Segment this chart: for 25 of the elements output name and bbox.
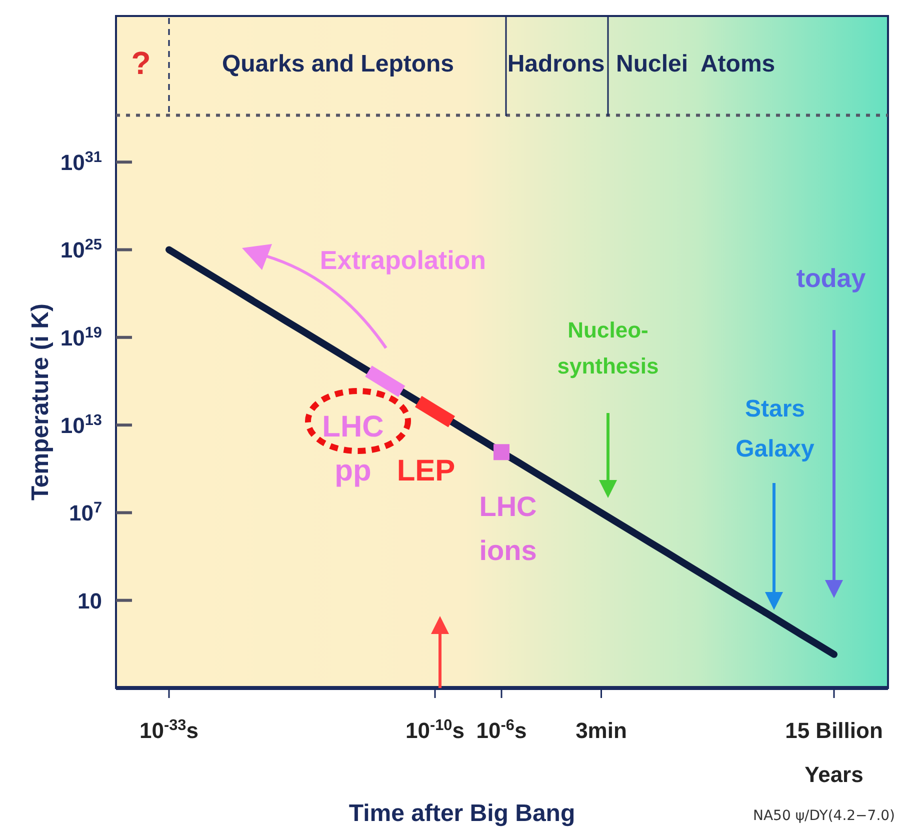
annotation: Extrapolation xyxy=(320,245,486,276)
text: NA50 ψ/DY(4.2−7.0) xyxy=(753,808,896,824)
y-tick-label: 10$^{7}$ xyxy=(68,499,102,526)
annotation: Hadrons xyxy=(507,50,605,78)
annotation: Stars Galaxy xyxy=(736,395,816,462)
annotation: today xyxy=(796,263,866,294)
x-axis-title: Time after Big Bang xyxy=(348,800,576,827)
text: ? xyxy=(131,45,151,82)
annotation: LHC ions xyxy=(479,490,537,566)
y-tick-label: 10$^{25}$ xyxy=(60,236,102,263)
annotation: Quarks and Leptons xyxy=(222,50,454,78)
annotation: LEP xyxy=(396,454,456,488)
x-tick-label: 10$^{-6}$s xyxy=(476,716,527,743)
x-tick-label: 10$^{-10}$s xyxy=(406,716,464,743)
x-tick-label: 3min xyxy=(576,718,627,743)
annotation: Nucleo- synthesis xyxy=(557,318,659,379)
y-tick-label: 10$^{31}$ xyxy=(60,148,102,176)
y-axis-title: Temperature (i K) xyxy=(27,304,54,500)
x-tick-label: 10$^{-33}$s xyxy=(140,716,198,743)
x-tick-label: 15 Billion Years xyxy=(785,718,883,787)
annotation: LHC pp xyxy=(322,410,384,488)
annotation: Nuclei Atoms xyxy=(616,50,776,78)
y-tick-label: 10$^{13}$ xyxy=(60,412,102,438)
y-tick-label: 10 xyxy=(78,588,102,614)
y-tick-label: 10$^{19}$ xyxy=(60,324,102,350)
